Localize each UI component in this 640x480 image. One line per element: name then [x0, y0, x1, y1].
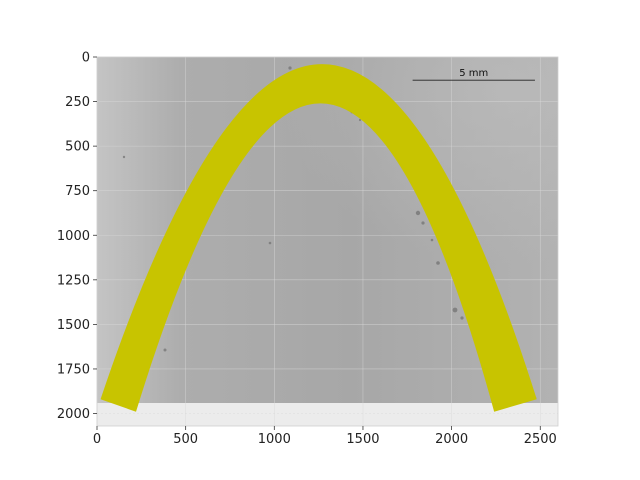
y-tick-label: 1000	[57, 229, 90, 244]
y-tick-label: 250	[65, 95, 90, 110]
y-tick-label: 1500	[57, 318, 90, 333]
x-tick-label: 1500	[346, 432, 379, 447]
scale-bar-label: 5 mm	[459, 68, 488, 79]
x-tick-label: 500	[173, 432, 198, 447]
arch-band	[100, 64, 537, 412]
y-tick-label: 2000	[57, 407, 90, 422]
y-axis: 0 250 500 750 1000 1250 1500 1750 2000	[57, 51, 97, 422]
y-tick-label: 750	[65, 184, 90, 199]
x-tick-label: 2500	[524, 432, 557, 447]
x-tick-label: 0	[93, 432, 101, 447]
y-tick-label: 500	[65, 140, 90, 155]
y-tick-label: 1250	[57, 273, 90, 288]
x-axis: 0 500 1000 1500 2000 2500	[93, 426, 557, 447]
y-tick-label: 1750	[57, 362, 90, 377]
x-tick-label: 1000	[258, 432, 291, 447]
x-tick-label: 2000	[435, 432, 468, 447]
axes-frame	[96, 56, 559, 427]
y-tick-label: 0	[82, 51, 90, 66]
